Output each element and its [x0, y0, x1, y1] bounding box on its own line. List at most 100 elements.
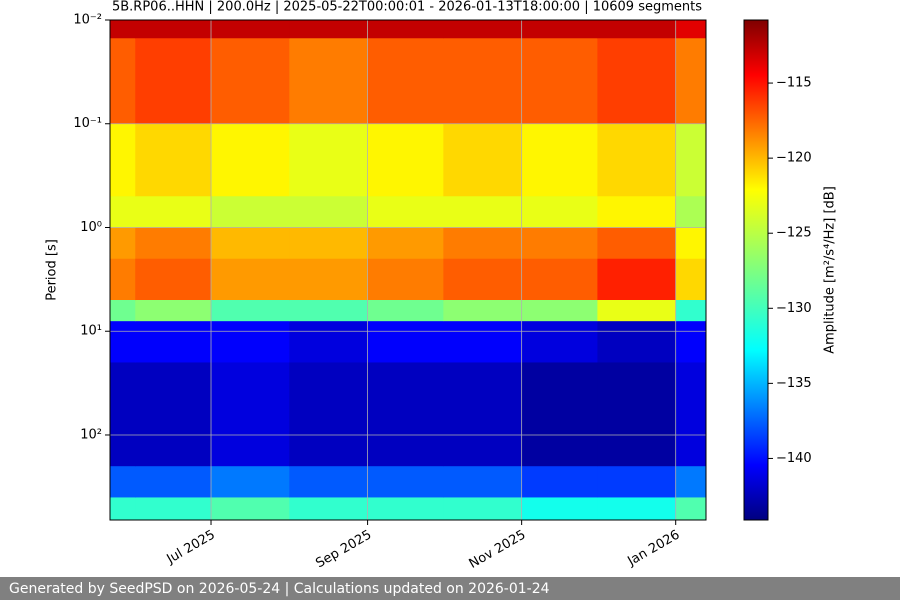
heatmap-cell — [110, 20, 136, 39]
y-tick-label: 10⁻² — [73, 13, 102, 28]
heatmap-cell — [211, 38, 290, 125]
heatmap-cell — [597, 300, 677, 322]
colorbar-label: Amplitude [m²/s⁴/Hz] [dB] — [823, 186, 838, 354]
y-axis-label: Period [s] — [45, 239, 60, 301]
heatmap-cell — [110, 321, 136, 363]
heatmap-cell — [289, 196, 369, 228]
heatmap-cell — [135, 362, 212, 467]
colorbar-tick-label: −130 — [776, 301, 812, 316]
heatmap-cell — [675, 38, 707, 125]
colorbar-tick-label: −120 — [776, 151, 812, 166]
heatmap-cell — [211, 300, 290, 322]
heatmap-cell — [289, 300, 369, 322]
y-tick-label: 10¹ — [80, 324, 102, 339]
heatmap-cell — [675, 466, 707, 498]
heatmap-cell — [675, 300, 707, 322]
heatmap-cell — [597, 321, 677, 363]
heatmap-cell — [289, 497, 369, 521]
colorbar-tick-label: −140 — [776, 451, 812, 466]
y-tick-label: 10² — [80, 427, 102, 442]
heatmap-cell — [675, 20, 707, 39]
heatmap-cell — [135, 300, 212, 322]
colorbar — [743, 19, 769, 521]
heatmap-cell — [289, 227, 369, 260]
heatmap-cell — [597, 38, 677, 125]
heatmap-cell — [675, 227, 707, 260]
heatmap-cell — [521, 20, 598, 39]
heatmap-cell — [521, 123, 598, 197]
heatmap-cell — [135, 321, 212, 363]
colorbar-tick-label: −135 — [776, 376, 812, 391]
heatmap-cell — [135, 196, 212, 228]
heatmap-cell — [521, 196, 598, 228]
heatmap-cell — [521, 362, 598, 467]
heatmap-cell — [211, 227, 290, 260]
heatmap-cell — [521, 258, 598, 301]
heatmap-cell — [675, 123, 707, 197]
heatmap-cell — [367, 20, 444, 39]
heatmap-cell — [521, 466, 598, 498]
heatmap-cell — [521, 497, 598, 521]
heatmap-cell — [110, 123, 136, 197]
heatmap-cell — [135, 258, 212, 301]
heatmap-cell — [110, 300, 136, 322]
x-tick-label: Jan 2026 — [624, 528, 682, 570]
heatmap-cell — [135, 227, 212, 260]
heatmap-cell — [443, 321, 523, 363]
heatmap-cell — [367, 321, 444, 363]
heatmap-cell — [367, 123, 444, 197]
heatmap-cell — [110, 258, 136, 301]
heatmap-cell — [110, 227, 136, 260]
footer-text: Generated by SeedPSD on 2026-05-24 | Cal… — [9, 581, 550, 597]
heatmap-cell — [675, 258, 707, 301]
heatmap-cell — [675, 196, 707, 228]
heatmap-cell — [443, 20, 523, 39]
heatmap-cell — [597, 362, 677, 467]
colorbar-tick-label: −115 — [776, 76, 812, 91]
heatmap-cell — [289, 466, 369, 498]
heatmap-cell — [367, 227, 444, 260]
heatmap-cell — [443, 497, 523, 521]
heatmap-cell — [597, 196, 677, 228]
plot-frame — [109, 19, 707, 521]
heatmap-cell — [367, 300, 444, 322]
x-tick-label: Jul 2025 — [164, 528, 218, 568]
heatmap-cell — [211, 196, 290, 228]
x-tick-label: Sep 2025 — [313, 528, 374, 572]
heatmap-cell — [367, 196, 444, 228]
heatmap-cell — [211, 362, 290, 467]
heatmap-cell — [211, 20, 290, 39]
heatmap-cell — [675, 497, 707, 521]
heatmap-cell — [443, 123, 523, 197]
heatmap-cell — [289, 20, 369, 39]
heatmap-cell — [521, 321, 598, 363]
heatmap-cell — [211, 497, 290, 521]
heatmap-cell — [367, 466, 444, 498]
heatmap-cell — [135, 466, 212, 498]
heatmap-cell — [110, 466, 136, 498]
heatmap-cell — [135, 38, 212, 125]
heatmap-cell — [443, 258, 523, 301]
heatmap-cell — [521, 227, 598, 260]
heatmap-cell — [211, 123, 290, 197]
heatmap-cell — [211, 466, 290, 498]
heatmap-cell — [597, 123, 677, 197]
y-tick-label: 10⁰ — [80, 220, 102, 235]
heatmap-cell — [211, 258, 290, 301]
heatmap-cell — [367, 497, 444, 521]
heatmap-cell — [597, 466, 677, 498]
heatmap-cell — [211, 321, 290, 363]
heatmap-cell — [675, 362, 707, 467]
y-tick-label: 10⁻¹ — [73, 116, 102, 131]
heatmap-cell — [110, 497, 136, 521]
heatmap-cell — [443, 196, 523, 228]
heatmap-cell — [110, 362, 136, 467]
heatmap-cell — [597, 258, 677, 301]
heatmap-cell — [135, 20, 212, 39]
heatmap-cell — [443, 300, 523, 322]
heatmap-cell — [597, 497, 677, 521]
heatmap-cell — [597, 20, 677, 39]
heatmap-cell — [289, 258, 369, 301]
heatmap-cell — [597, 227, 677, 260]
